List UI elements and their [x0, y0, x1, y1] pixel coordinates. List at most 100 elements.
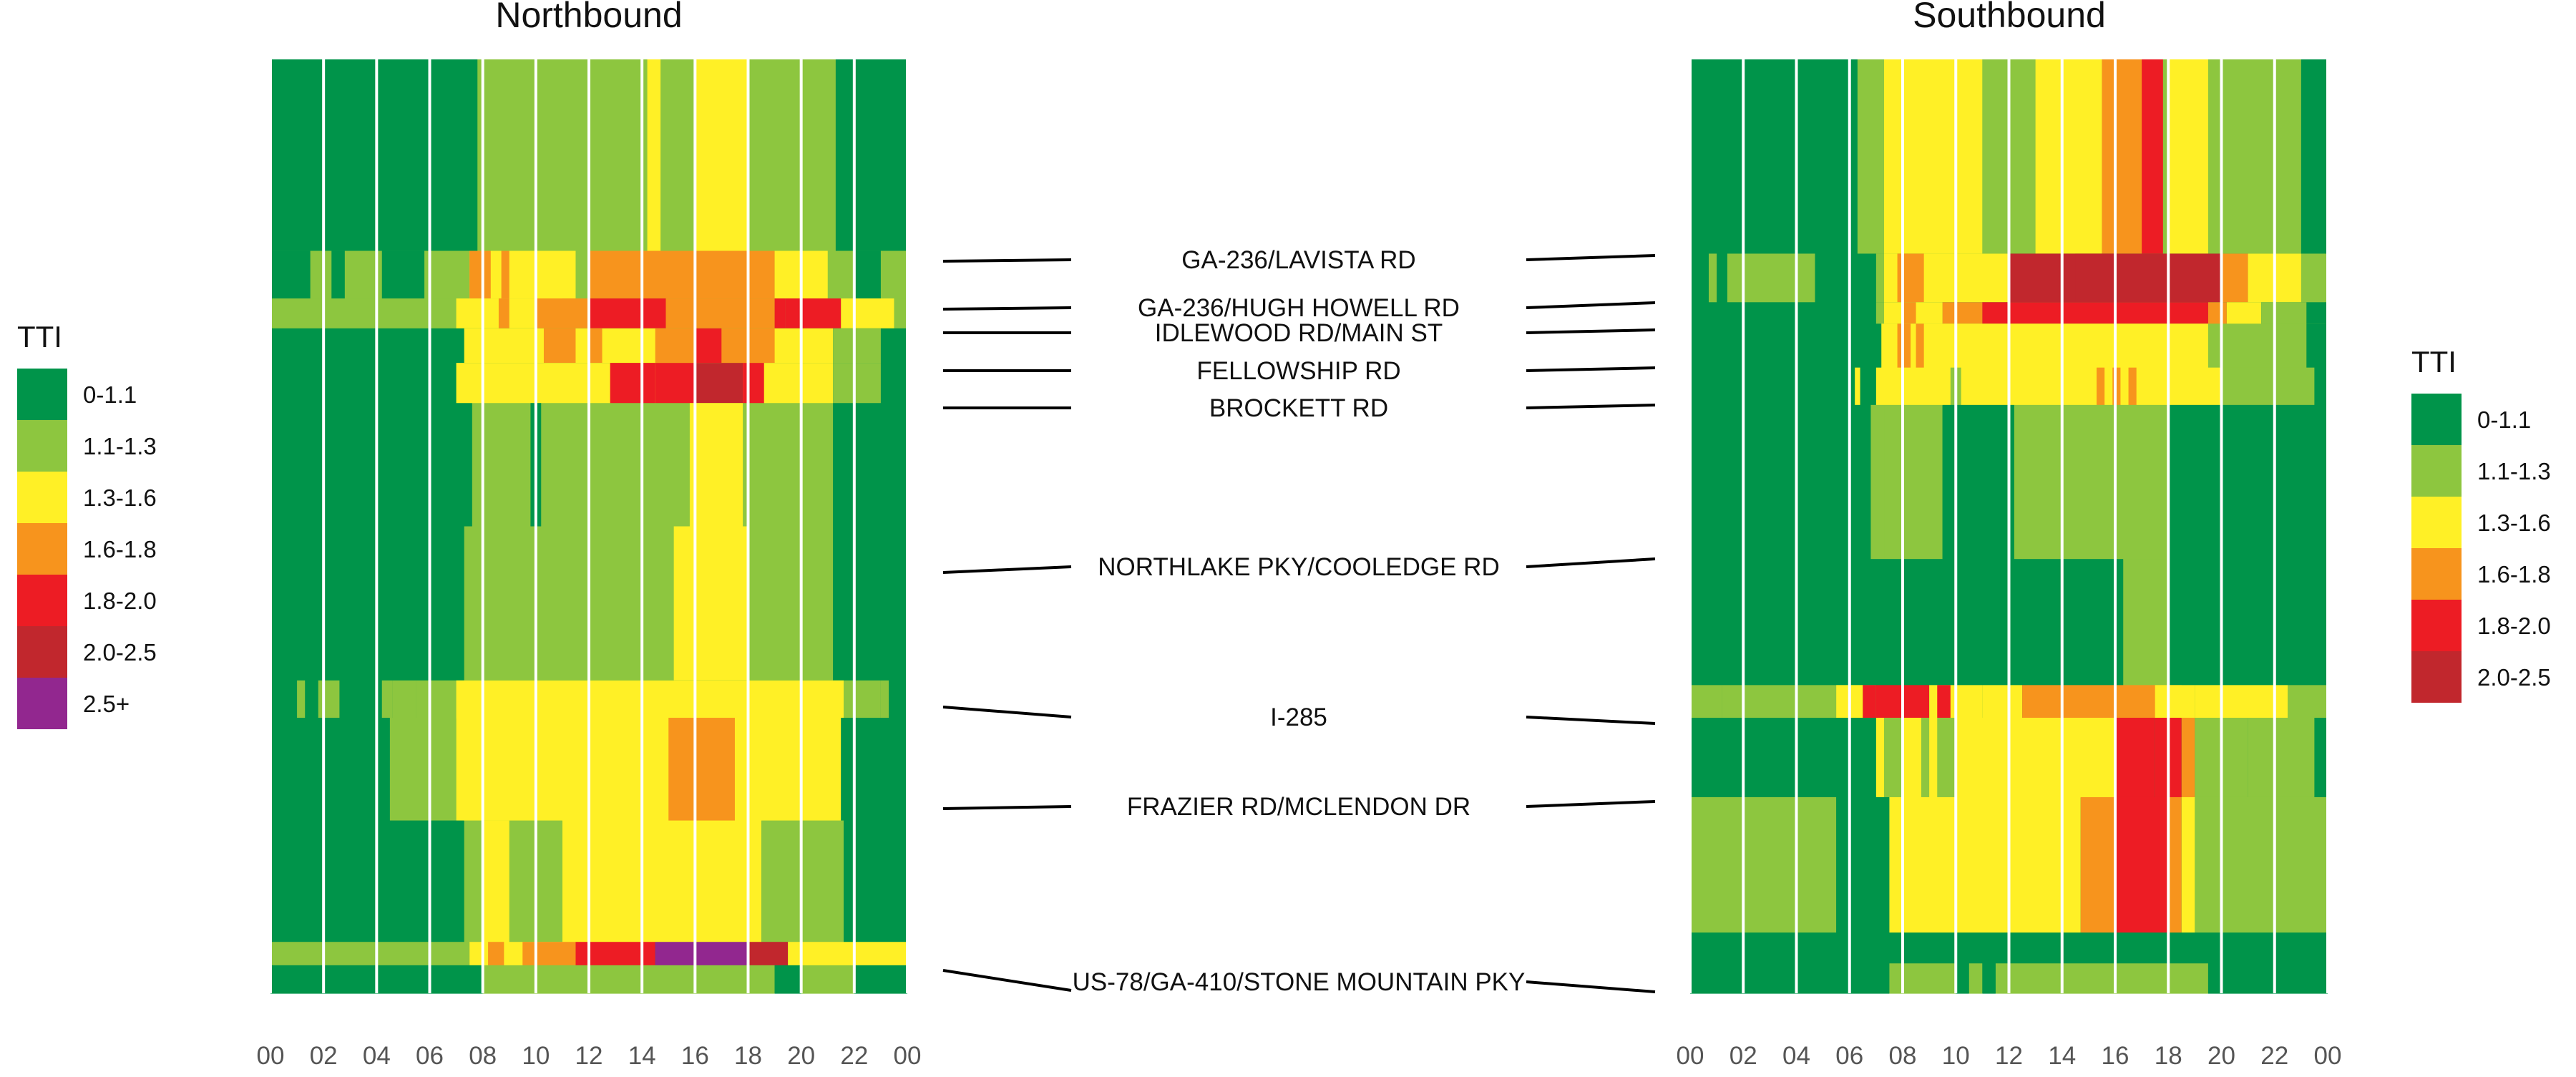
- legend-right: TTI 0-1.1 1.1-1.3 1.3-1.6 1.6-1.8 1.8-2.0 2.0-…: [2411, 345, 2551, 703]
- leader-line-right: [1526, 980, 1656, 993]
- heatmap-cell: [2221, 253, 2248, 303]
- leader-line-left: [942, 306, 1072, 311]
- heatmap-cell: [1982, 302, 2208, 324]
- x-tick-label: 02: [310, 1042, 338, 1070]
- heatmap-cell: [2301, 59, 2328, 255]
- heatmap-cell: [1690, 963, 1890, 994]
- legend-label: 1.8-2.0: [83, 588, 157, 614]
- heatmap-cell: [2035, 59, 2102, 255]
- x-tick-label: 12: [575, 1042, 603, 1070]
- heatmap-cell: [535, 298, 589, 329]
- leader-line-right: [1526, 366, 1656, 372]
- heatmap-cell: [1836, 796, 1890, 933]
- leader-line-right: [1526, 716, 1656, 725]
- heatmap-cell: [854, 965, 907, 994]
- heatmap-cell: [833, 363, 881, 404]
- heatmap-cell: [1884, 59, 1983, 255]
- heatmap-cell: [610, 363, 655, 404]
- heatmap-cell: [1690, 718, 1876, 798]
- heatmap-cell: [665, 298, 775, 329]
- heatmap-cell: [501, 250, 509, 299]
- heatmap-cell: [854, 250, 881, 299]
- heatmap-cell: [2314, 718, 2328, 798]
- legend-title: TTI: [2411, 345, 2457, 379]
- heatmap-cell: [655, 942, 748, 966]
- heatmap-cell: [2181, 718, 2195, 798]
- legend-swatch: [17, 678, 67, 729]
- heatmap-cell: [2142, 59, 2163, 255]
- heatmap-cell: [1884, 404, 1943, 560]
- heatmap-cell: [833, 403, 907, 527]
- heatmap-cell: [270, 718, 390, 822]
- heatmap-cell: [1690, 685, 1722, 718]
- x-tick-label: 12: [1995, 1042, 2023, 1070]
- heatmap-cell: [488, 942, 504, 966]
- heatmap-cell: [1690, 367, 1876, 406]
- heatmap-cell: [1690, 404, 1876, 560]
- legend-label: 1.3-1.6: [2477, 510, 2551, 536]
- legend-swatch: [2411, 497, 2462, 548]
- heatmap-cell: [2248, 718, 2315, 798]
- heatmap-cell: [1942, 404, 2014, 560]
- heatmap-cell: [270, 59, 478, 252]
- segment-label: FELLOWSHIP RD: [1196, 357, 1400, 385]
- legend-swatch: [2411, 548, 2462, 600]
- heatmap-cell: [331, 250, 345, 299]
- heatmap-cell: [668, 718, 735, 822]
- heatmap-cell: [472, 403, 834, 527]
- heatmap-cell: [841, 298, 894, 329]
- heatmap-cell: [2168, 404, 2328, 560]
- x-tick-label: 08: [469, 1042, 497, 1070]
- heatmap-cell: [1982, 963, 1996, 994]
- heatmap-cell: [689, 403, 743, 527]
- heatmap-cell: [695, 59, 748, 252]
- heatmap-cell: [2168, 796, 2182, 933]
- heatmap-cell: [788, 942, 907, 966]
- heatmap-cell: [1889, 796, 2081, 933]
- heatmap-cell: [2123, 559, 2169, 686]
- legend-swatch: [17, 472, 67, 523]
- heatmap-cell: [2115, 718, 2155, 798]
- legend-swatch: [2411, 651, 2462, 703]
- leader-line-left: [942, 805, 1072, 810]
- x-tick-label: 00: [1677, 1042, 1704, 1070]
- legend-label: 1.1-1.3: [83, 433, 157, 459]
- heatmap-cell: [270, 526, 464, 681]
- heatmap-cell: [1690, 796, 1837, 933]
- legend-swatch: [17, 369, 67, 420]
- segment-label: NORTHLAKE PKY/COOLEDGE RD: [1098, 553, 1499, 581]
- heatmap-cell: [647, 59, 661, 252]
- x-tick-label: 14: [628, 1042, 656, 1070]
- heatmap-cell: [464, 328, 834, 364]
- heatmap-cell: [695, 328, 722, 364]
- heatmap-cell: [456, 680, 844, 718]
- segment-labels: GA-236/LAVISTA RD GA-236/HUGH HOWELL RDID…: [942, 246, 1656, 996]
- x-tick-label: 06: [1835, 1042, 1863, 1070]
- heatmap-cell: [1942, 302, 1956, 324]
- heatmap-cell: [2080, 796, 2115, 933]
- heatmap-cell: [835, 59, 907, 252]
- legend-swatch: [2411, 600, 2462, 651]
- x-tick-label: 08: [1889, 1042, 1917, 1070]
- heatmap-cell: [1995, 963, 2208, 994]
- heatmap-cell: [318, 680, 340, 718]
- legend-swatch: [17, 420, 67, 472]
- heatmap-cell: [589, 250, 775, 299]
- heatmap-cell: [801, 965, 854, 994]
- heatmap-cell: [2168, 559, 2328, 686]
- leader-line-right: [1526, 254, 1656, 261]
- heatmap-cell: [2168, 59, 2208, 255]
- x-tick-label: 14: [2048, 1042, 2076, 1070]
- leader-line-right: [1526, 800, 1656, 808]
- heatmap-cell: [543, 328, 576, 364]
- heatmap-cell: [1863, 685, 1876, 718]
- legend-label: 0-1.1: [2477, 406, 2531, 433]
- heatmap-cell: [1690, 559, 2023, 686]
- heatmap-cell: [2195, 796, 2328, 933]
- heatmap-cell: [562, 820, 762, 942]
- heatmap-cell: [2314, 367, 2328, 406]
- legend-label: 2.0-2.5: [83, 639, 157, 666]
- segment-label: US-78/GA-410/STONE MOUNTAIN PKY: [1073, 968, 1526, 996]
- heatmap-cell: [2226, 302, 2262, 324]
